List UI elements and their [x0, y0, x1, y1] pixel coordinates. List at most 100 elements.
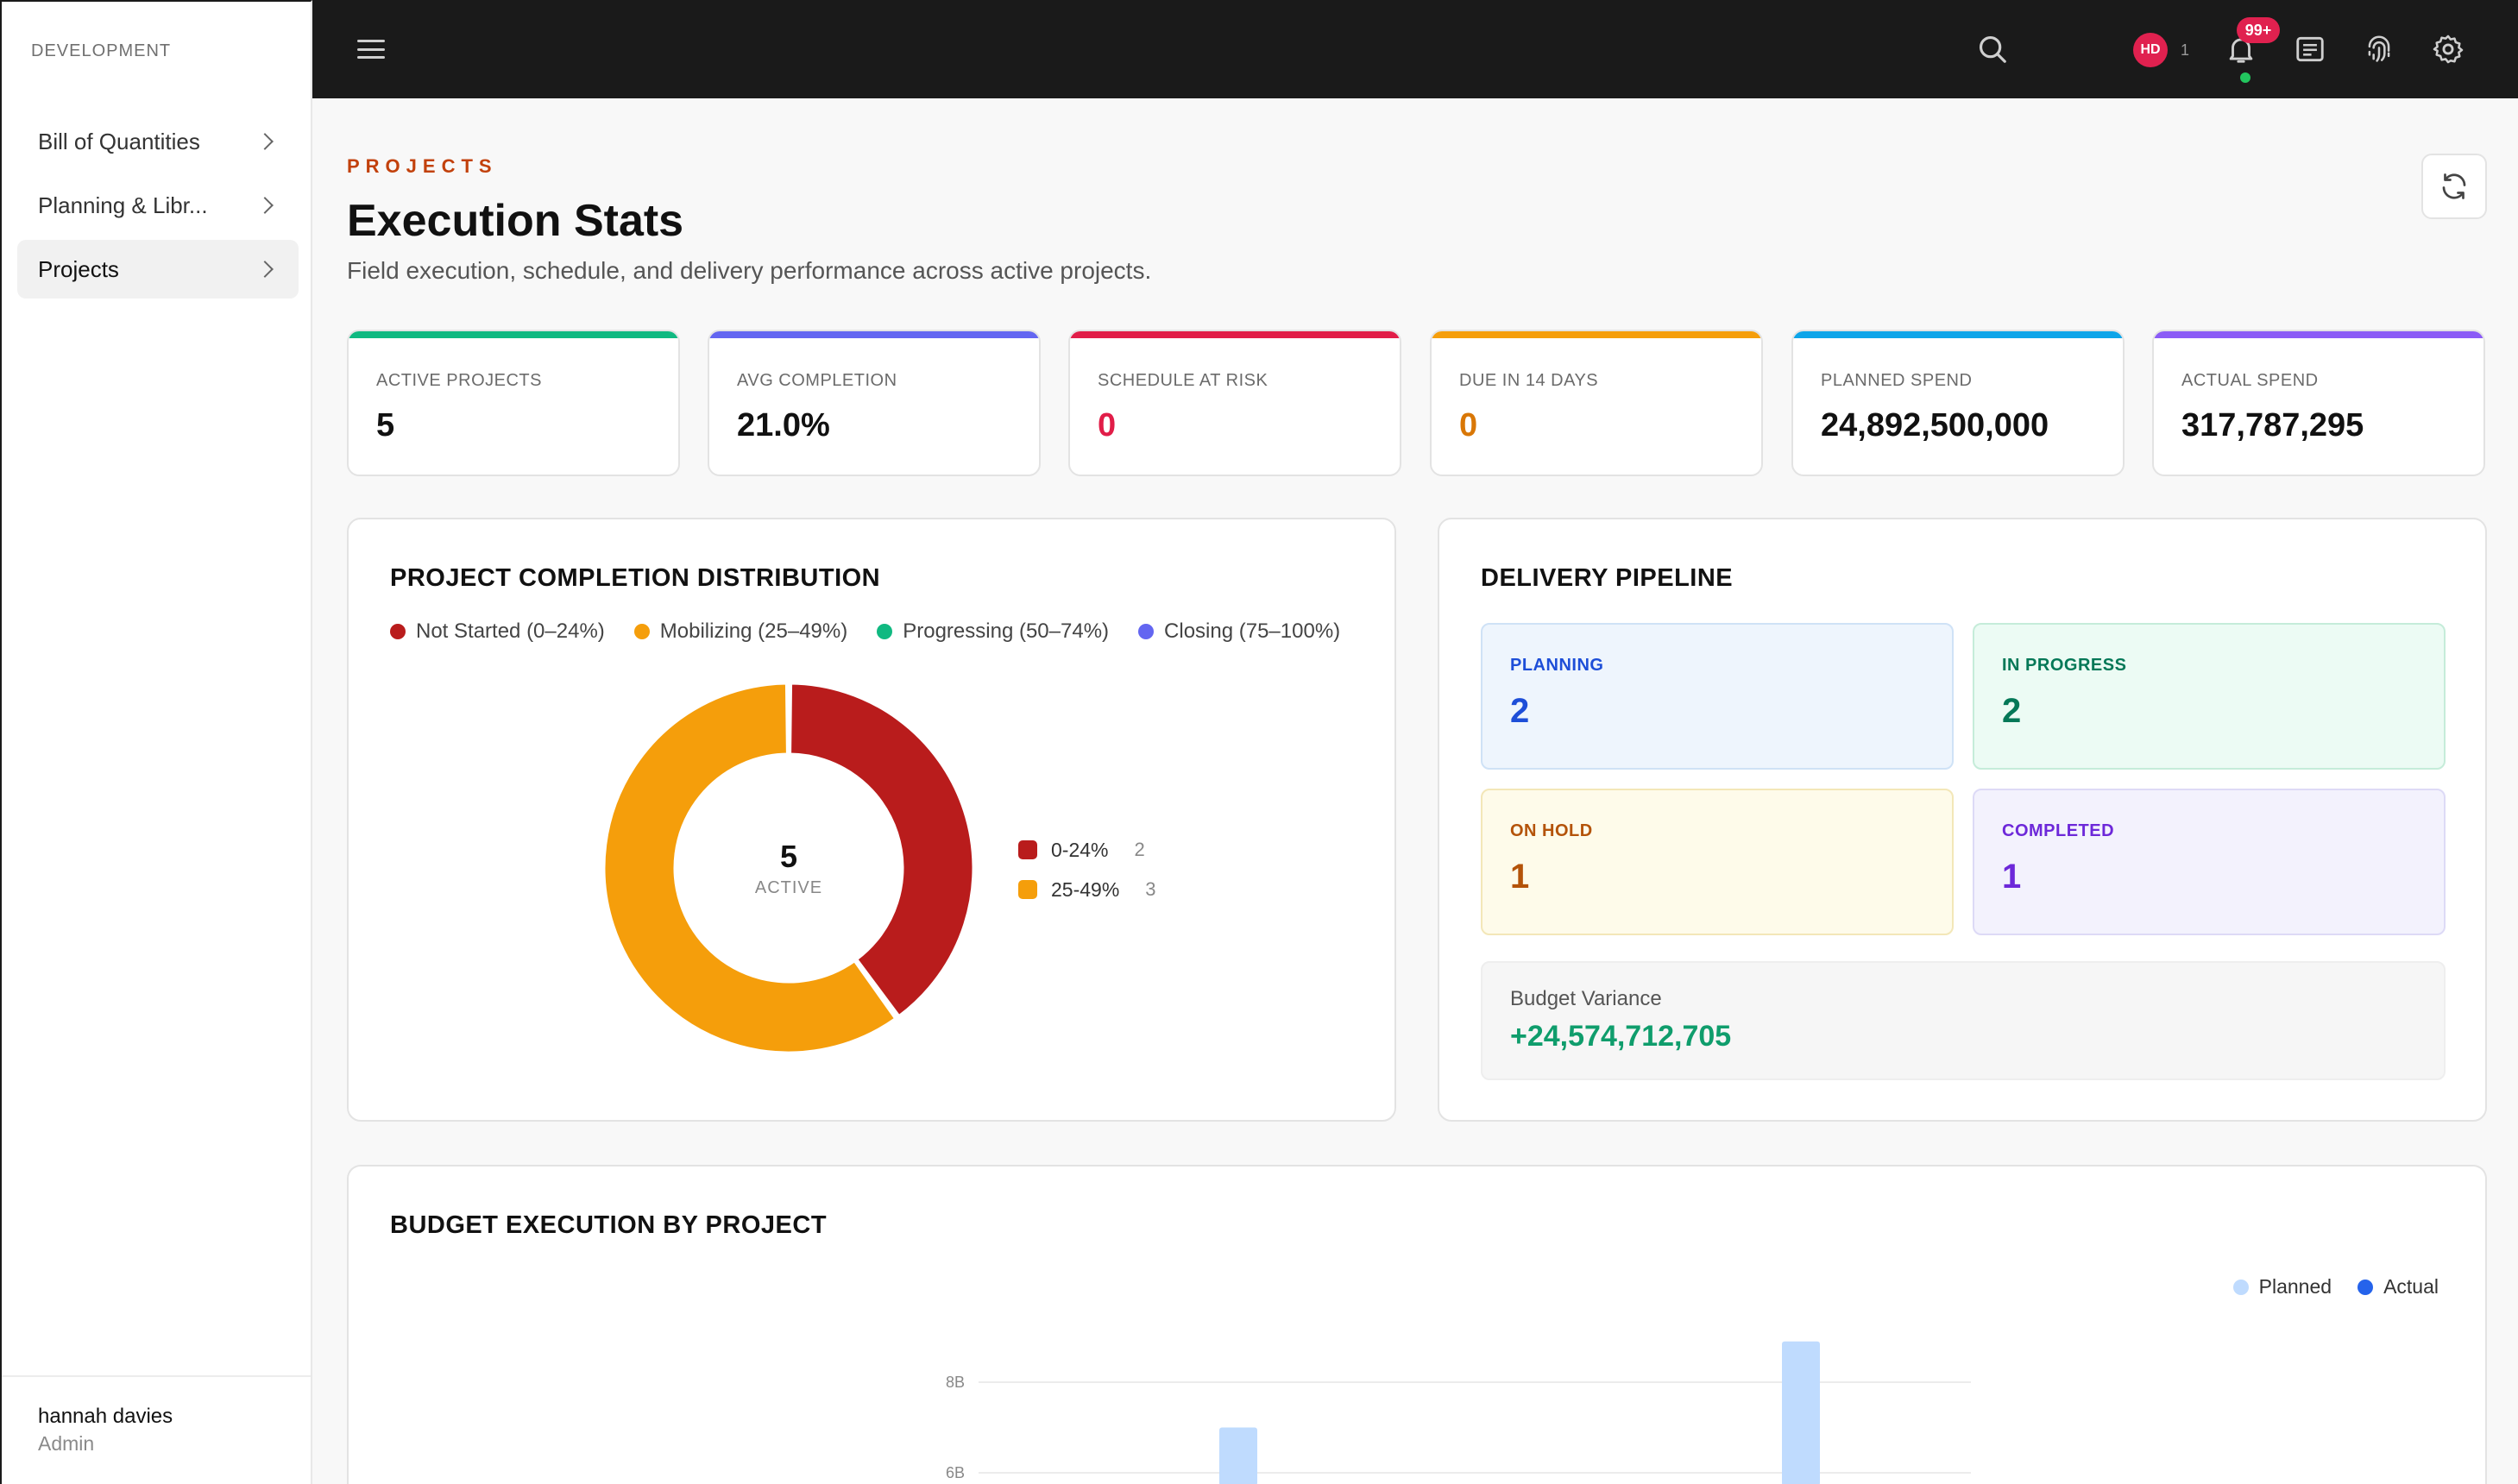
- donut-slice-0-24-[interactable]: [789, 682, 975, 1018]
- page-eyebrow: PROJECTS: [347, 155, 498, 177]
- donut-slice-25-49-[interactable]: [602, 682, 897, 1054]
- hamburger-icon[interactable]: [357, 40, 385, 59]
- y-tick-label: 6B: [946, 1464, 965, 1481]
- legend-item-mobilizing[interactable]: Mobilizing (25–49%): [633, 619, 848, 644]
- kpi-label: ACTUAL SPEND: [2181, 371, 2319, 390]
- y-tick-label: 8B: [946, 1374, 965, 1391]
- sidebar-item-label: Planning & Libr...: [38, 192, 208, 218]
- legend-item-not-started[interactable]: Not Started (0–24%): [390, 619, 605, 644]
- bar-planned-0[interactable]: [1219, 1427, 1257, 1484]
- budget-variance-box: Budget Variance +24,574,712,705: [1481, 961, 2446, 1080]
- donut-svg: [602, 682, 975, 1054]
- side-legend-row[interactable]: 0-24% 2: [1018, 830, 1156, 870]
- side-legend-count: 2: [1134, 839, 1145, 860]
- kpi-card-schedule-at-risk: SCHEDULE AT RISK 0: [1068, 330, 1401, 476]
- kpi-accent-bar: [709, 331, 1039, 338]
- legend-dot: [1138, 624, 1155, 639]
- pipeline-card-label: IN PROGRESS: [2002, 656, 2127, 675]
- page-subtitle: Field execution, schedule, and delivery …: [347, 257, 1152, 284]
- kpi-label: PLANNED SPEND: [1821, 371, 1973, 390]
- kpi-accent-bar: [1432, 331, 1761, 338]
- notification-badge: 99+: [2237, 17, 2280, 43]
- legend-label: Progressing (50–74%): [903, 619, 1110, 643]
- avatar[interactable]: HD: [2133, 33, 2168, 67]
- pipeline-card-planning[interactable]: PLANNING 2: [1481, 623, 1954, 770]
- side-legend-label: 25-49%: [1051, 877, 1120, 901]
- pipeline-card-label: PLANNING: [1510, 656, 1604, 675]
- legend-label: Planned: [2258, 1275, 2332, 1298]
- budget-bar-chart: 6B 8B: [946, 1341, 1971, 1484]
- sidebar-section-title: DEVELOPMENT: [31, 41, 172, 60]
- kpi-value: 0: [1459, 407, 1478, 443]
- kpi-label: ACTIVE PROJECTS: [376, 371, 542, 390]
- pipeline-card-value: 2: [1510, 692, 1530, 730]
- kpi-value: 0: [1098, 407, 1117, 443]
- legend-label: Mobilizing (25–49%): [659, 619, 848, 643]
- pipeline-card-value: 1: [2002, 858, 2022, 896]
- legend-label: Actual: [2383, 1275, 2439, 1298]
- legend-item-progressing[interactable]: Progressing (50–74%): [877, 619, 1109, 644]
- search-icon[interactable]: [1976, 33, 2009, 66]
- budget-variance-value: +24,574,712,705: [1510, 1020, 1732, 1053]
- sidebar-item-bill-of-quantities[interactable]: Bill of Quantities: [17, 112, 299, 171]
- donut-center-value: 5: [779, 838, 798, 874]
- avatar-count: 1: [2181, 41, 2190, 59]
- refresh-button[interactable]: [2421, 154, 2487, 219]
- pipeline-card-on-hold[interactable]: ON HOLD 1: [1481, 789, 1954, 935]
- kpi-value: 24,892,500,000: [1821, 407, 2049, 443]
- news-icon[interactable]: [2294, 33, 2326, 66]
- kpi-accent-bar: [2154, 331, 2483, 338]
- sidebar-item-label: Bill of Quantities: [38, 128, 200, 154]
- legend-item-actual[interactable]: Actual: [2357, 1275, 2439, 1298]
- chevron-right-icon: [256, 261, 274, 278]
- bar-planned-1[interactable]: [1782, 1341, 1820, 1484]
- sidebar-item-label: Projects: [38, 255, 119, 282]
- kpi-value: 317,787,295: [2181, 407, 2364, 443]
- legend-label: Closing (75–100%): [1164, 619, 1341, 643]
- pipeline-card-in-progress[interactable]: IN PROGRESS 2: [1973, 623, 2446, 770]
- sidebar: DEVELOPMENT Bill of Quantities Planning …: [0, 0, 312, 1484]
- side-legend-count: 3: [1145, 878, 1156, 900]
- user-role: Admin: [38, 1432, 95, 1455]
- pipeline-card-value: 2: [2002, 692, 2022, 730]
- legend-dot: [633, 624, 650, 639]
- sidebar-item-planning-library[interactable]: Planning & Libr...: [17, 176, 299, 235]
- kpi-value: 5: [376, 407, 395, 443]
- panel-title: PROJECT COMPLETION DISTRIBUTION: [390, 564, 881, 592]
- kpi-accent-bar: [1070, 331, 1400, 338]
- kpi-card-avg-completion: AVG COMPLETION 21.0%: [708, 330, 1041, 476]
- sidebar-item-projects[interactable]: Projects: [17, 240, 299, 299]
- sidebar-nav: Bill of Quantities Planning & Libr... Pr…: [17, 112, 299, 304]
- kpi-label: DUE IN 14 DAYS: [1459, 371, 1599, 390]
- pipeline-card-label: COMPLETED: [2002, 821, 2115, 840]
- kpi-card-actual-spend: ACTUAL SPEND 317,787,295: [2152, 330, 2485, 476]
- pipeline-card-completed[interactable]: COMPLETED 1: [1973, 789, 2446, 935]
- legend-item-closing[interactable]: Closing (75–100%): [1138, 619, 1340, 644]
- kpi-value: 21.0%: [737, 407, 830, 443]
- kpi-card-due-in-14-days: DUE IN 14 DAYS 0: [1430, 330, 1763, 476]
- completion-distribution-panel: PROJECT COMPLETION DISTRIBUTION Not Star…: [347, 518, 1396, 1122]
- donut-center: 5 ACTIVE: [601, 680, 977, 1056]
- gear-icon[interactable]: [2432, 33, 2464, 66]
- side-legend-label: 0-24%: [1051, 838, 1109, 861]
- topbar: HD 1 99+: [312, 0, 2518, 98]
- user-profile[interactable]: hannah davies Admin: [2, 1375, 311, 1484]
- chevron-right-icon: [256, 133, 274, 150]
- kpi-label: SCHEDULE AT RISK: [1098, 371, 1268, 390]
- online-status-dot: [2240, 72, 2250, 83]
- legend-item-planned[interactable]: Planned: [2232, 1275, 2332, 1298]
- legend-dot: [2232, 1279, 2249, 1295]
- donut-center-label: ACTIVE: [754, 877, 823, 897]
- fingerprint-icon[interactable]: [2363, 33, 2395, 66]
- legend-dot: [877, 624, 893, 639]
- kpi-label: AVG COMPLETION: [737, 371, 897, 390]
- budget-execution-panel: BUDGET EXECUTION BY PROJECT Planned Actu…: [347, 1165, 2487, 1484]
- kpi-accent-bar: [1793, 331, 2123, 338]
- refresh-icon: [2442, 173, 2466, 199]
- side-legend-row[interactable]: 25-49% 3: [1018, 870, 1156, 909]
- kpi-accent-bar: [349, 331, 678, 338]
- completion-donut-chart: 5 ACTIVE: [601, 680, 977, 1056]
- budget-variance-label: Budget Variance: [1510, 987, 1662, 1010]
- page-title: Execution Stats: [347, 196, 684, 246]
- pipeline-card-value: 1: [1510, 858, 1530, 896]
